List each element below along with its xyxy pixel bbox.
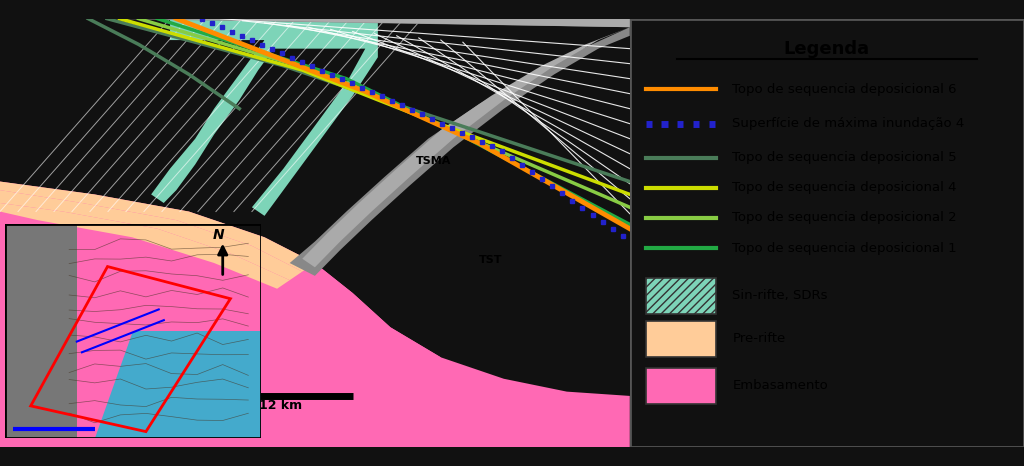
Polygon shape <box>302 263 440 447</box>
Text: Superfície de máxima inundação 4: Superfície de máxima inundação 4 <box>732 117 965 130</box>
Polygon shape <box>95 331 261 438</box>
FancyBboxPatch shape <box>645 368 717 404</box>
Polygon shape <box>94 19 630 276</box>
Polygon shape <box>0 182 315 272</box>
Polygon shape <box>152 19 278 203</box>
Text: 12 km: 12 km <box>259 399 302 412</box>
Text: Topo de sequencia deposicional 6: Topo de sequencia deposicional 6 <box>732 83 956 96</box>
Polygon shape <box>252 19 378 216</box>
Text: Topo de sequencia deposicional 1: Topo de sequencia deposicional 1 <box>732 241 956 254</box>
Text: Legenda: Legenda <box>783 40 870 58</box>
Text: TSMA: TSMA <box>416 157 451 166</box>
Polygon shape <box>138 19 630 267</box>
Text: Topo de sequencia deposicional 5: Topo de sequencia deposicional 5 <box>732 151 956 164</box>
Polygon shape <box>0 203 290 289</box>
Text: Sin-rifte, SDRs: Sin-rifte, SDRs <box>732 288 827 302</box>
FancyBboxPatch shape <box>645 321 717 357</box>
Text: Topo de sequencia deposicional 2: Topo de sequencia deposicional 2 <box>732 212 956 225</box>
Polygon shape <box>0 182 630 447</box>
Polygon shape <box>5 224 77 438</box>
Polygon shape <box>0 190 302 280</box>
FancyBboxPatch shape <box>645 278 717 315</box>
Text: N: N <box>213 228 224 242</box>
Text: Pre-rifte: Pre-rifte <box>732 331 785 344</box>
Text: Topo de sequencia deposicional 4: Topo de sequencia deposicional 4 <box>732 181 956 194</box>
Text: Embasamento: Embasamento <box>732 379 828 392</box>
Text: TST: TST <box>478 255 502 265</box>
